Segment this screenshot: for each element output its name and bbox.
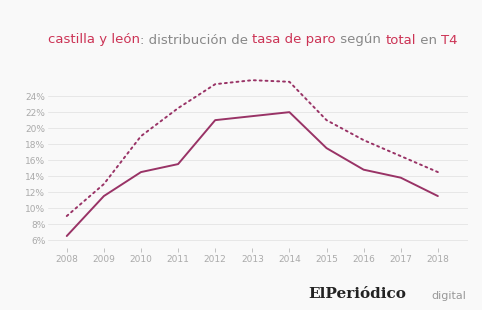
Text: digital: digital [431,291,466,301]
Text: en: en [415,33,441,46]
Text: castilla y león: castilla y león [48,33,140,46]
Text: ElPeriódico: ElPeriódico [308,287,406,301]
Text: : distribución de: : distribución de [140,33,253,46]
Text: tasa de paro: tasa de paro [253,33,336,46]
Text: total: total [385,33,415,46]
Text: T4: T4 [441,33,457,46]
Text: según: según [336,33,385,46]
